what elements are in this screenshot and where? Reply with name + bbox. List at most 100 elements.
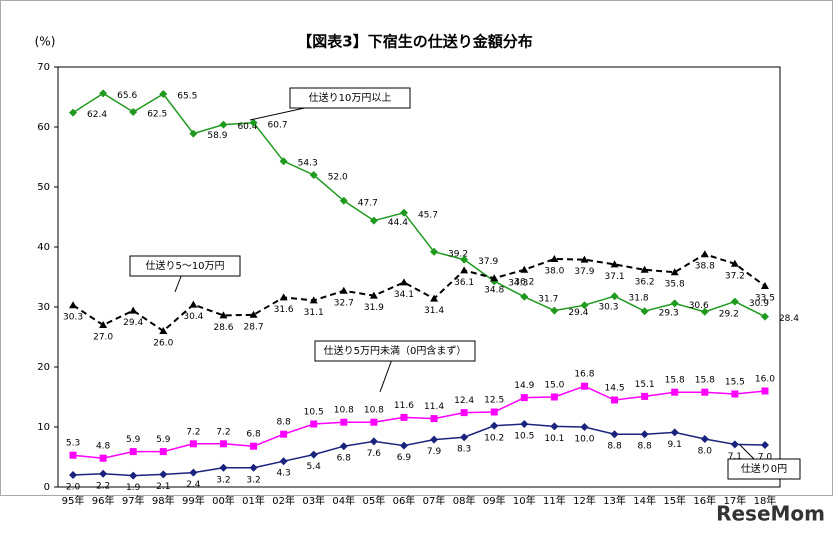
data-label: 60.4 [237, 122, 257, 132]
point [520, 265, 529, 273]
point [640, 430, 649, 439]
data-label: 8.8 [276, 418, 291, 428]
point [670, 299, 679, 308]
data-label: 29.4 [123, 318, 143, 328]
point [69, 301, 78, 309]
x-tick-label: 03年 [302, 494, 325, 507]
point [339, 442, 348, 451]
data-label: 8.0 [698, 447, 713, 457]
point [159, 470, 168, 479]
x-tick-label: 16年 [693, 494, 716, 507]
data-label: 38.0 [544, 267, 564, 277]
data-label: 34.3 [508, 279, 528, 289]
point [219, 463, 228, 472]
data-label: 39.2 [448, 249, 468, 259]
callout-box [129, 255, 241, 277]
data-label: 8.3 [457, 445, 471, 455]
data-label: 4.3 [276, 469, 290, 479]
point [731, 390, 739, 398]
y-tick-label: 70 [37, 62, 50, 73]
point [249, 310, 258, 318]
point [610, 430, 619, 439]
x-tick-label: 06年 [393, 494, 416, 507]
y-label: (%) [35, 35, 56, 49]
point [610, 292, 619, 301]
x-tick-label: 08年 [453, 494, 476, 507]
data-label: 16.0 [755, 375, 775, 385]
data-label: 52.0 [328, 173, 348, 183]
series-line [73, 423, 765, 477]
legend-label: 仕送り5～10万円 [145, 259, 224, 272]
point [430, 294, 439, 302]
x-tick-label: 05年 [363, 494, 386, 507]
data-label: 28.7 [244, 322, 264, 332]
point [520, 394, 528, 402]
point [730, 440, 739, 449]
point [250, 442, 258, 450]
point [369, 291, 378, 299]
data-label: 2.4 [186, 480, 201, 490]
point [700, 435, 709, 443]
data-label: 2.1 [156, 482, 170, 492]
point [339, 286, 348, 294]
chart-title: 【図表3】下宿生の仕送り金額分布 [297, 33, 532, 51]
point [670, 268, 679, 276]
point [189, 129, 198, 138]
data-label: 30.3 [63, 313, 83, 323]
data-label: 11.6 [394, 401, 414, 411]
point [520, 292, 529, 301]
data-label: 7.0 [758, 453, 773, 463]
data-label: 10.0 [574, 435, 594, 445]
x-tick-label: 14年 [633, 494, 656, 507]
data-label: 7.9 [427, 447, 442, 457]
x-tick-label: 97年 [122, 494, 145, 507]
point [550, 306, 559, 315]
data-label: 32.7 [334, 298, 354, 308]
point [490, 408, 498, 416]
point [580, 423, 589, 431]
point [430, 247, 439, 256]
data-label: 29.3 [659, 309, 679, 319]
data-label: 15.5 [725, 378, 745, 388]
data-label: 58.9 [207, 131, 227, 141]
data-label: 31.6 [274, 305, 294, 315]
data-label: 16.8 [574, 370, 594, 380]
data-label: 7.2 [216, 427, 230, 437]
data-label: 8.8 [637, 442, 652, 452]
data-label: 2.0 [66, 483, 81, 493]
data-label: 6.9 [397, 453, 412, 463]
point [249, 463, 258, 472]
point [129, 471, 138, 480]
point [460, 255, 469, 264]
y-tick-label: 30 [37, 302, 50, 313]
data-label: 37.9 [574, 267, 594, 277]
x-tick-label: 11年 [543, 494, 566, 507]
data-label: 65.6 [117, 91, 137, 101]
x-tick-label: 17年 [724, 494, 747, 507]
data-label: 31.8 [629, 294, 649, 304]
x-tick-label: 96年 [92, 494, 115, 507]
point [640, 265, 649, 273]
point [369, 437, 378, 446]
point [99, 89, 108, 98]
y-tick-label: 60 [37, 122, 50, 133]
point [309, 171, 318, 179]
data-label: 31.7 [538, 294, 558, 304]
data-label: 54.3 [298, 159, 318, 169]
point [69, 471, 78, 479]
x-tick-label: 00年 [212, 494, 235, 507]
data-label: 1.9 [126, 483, 141, 493]
point [129, 108, 138, 116]
point [550, 255, 559, 262]
callout-box [314, 340, 476, 362]
data-label: 27.0 [93, 333, 113, 343]
point [369, 216, 378, 225]
data-label: 3.2 [246, 475, 260, 485]
point [99, 454, 107, 462]
series-line [72, 253, 766, 333]
callout-box [289, 87, 411, 109]
data-label: 38.8 [695, 262, 715, 272]
data-label: 7.1 [728, 452, 742, 462]
point [760, 441, 769, 449]
data-label: 65.5 [177, 92, 197, 102]
